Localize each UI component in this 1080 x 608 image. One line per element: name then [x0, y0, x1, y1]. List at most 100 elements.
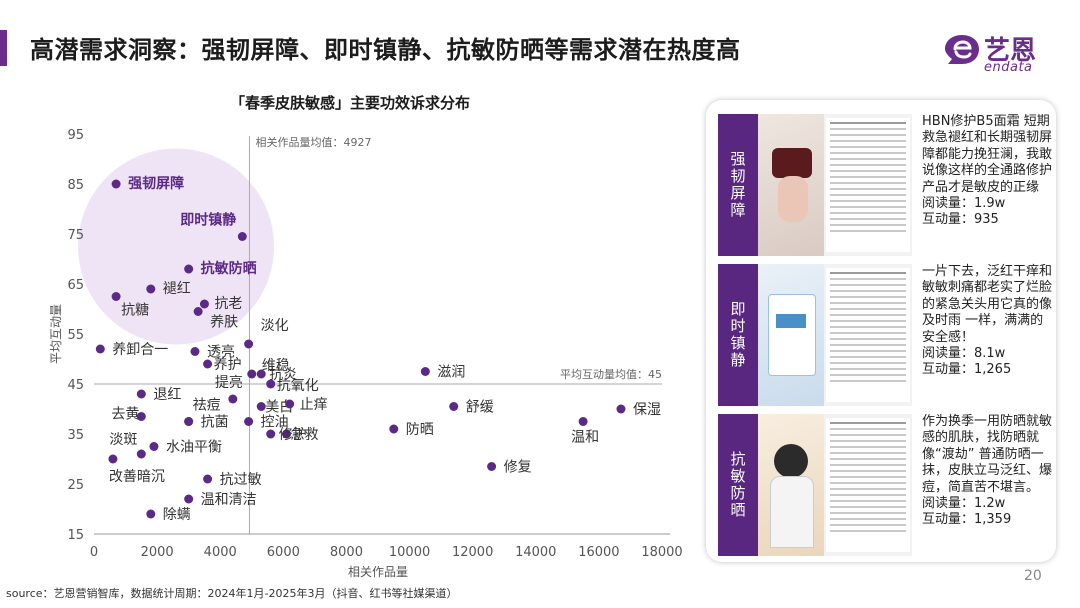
x-tick-label: 8000	[330, 545, 363, 560]
x-tick-label: 14000	[515, 545, 556, 560]
data-point-label: 保湿	[633, 402, 661, 418]
data-point	[136, 412, 146, 421]
data-point-label: 抗敏防晒	[201, 260, 257, 277]
data-point	[149, 442, 159, 451]
data-point-label: 温和	[571, 430, 599, 446]
x-tick-label: 0	[90, 545, 98, 560]
data-point-label: 抗糖	[121, 303, 149, 319]
data-point	[184, 494, 194, 504]
title-accent-bar	[0, 30, 7, 66]
data-point-label: 防晒	[406, 422, 434, 438]
source-note: source：艺恩营销智库，数据统计周期：2024年1月-2025年3月（抖音、…	[6, 587, 458, 600]
x-tick-label: 16000	[578, 545, 619, 560]
highlight-circle	[78, 148, 275, 345]
y-tick-label: 25	[67, 478, 84, 493]
data-point-label: 养肤	[210, 315, 238, 331]
data-point-label: 养护	[214, 357, 242, 373]
post-thumbnail[interactable]: 即时镇静	[718, 264, 912, 406]
category-tag: 即时镇静	[718, 264, 758, 406]
read-count: 阅读量：1.9w	[922, 196, 1006, 212]
data-point-label: 维稳	[262, 358, 290, 374]
data-point	[244, 339, 254, 349]
data-point-label: 修护	[279, 427, 307, 443]
data-point	[285, 399, 295, 409]
example-posts-panel: 强韧屏障 HBN修护B5面霜 短期救急褪红和长期强韧屏障都能力挽狂澜，我敢说像这…	[706, 100, 1056, 562]
category-tag: 强韧屏障	[718, 114, 758, 256]
logo-text-en: endata	[984, 60, 1033, 75]
data-point	[578, 417, 588, 426]
data-point	[203, 359, 213, 369]
data-point	[487, 462, 497, 471]
post-quote: 一片下去，泛红干痒和敏敏刺痛都老实了烂脸的紧急关头用它真的像及时雨 一样，满满的…	[922, 264, 1053, 345]
data-point	[244, 417, 254, 426]
example-post-row: 抗敏防晒 作为换季一用防晒就敏感的肌肤，找防晒就像“渡劫” 普通防晒一抹，皮肤立…	[718, 414, 1052, 556]
post-description: 一片下去，泛红干痒和敏敏刺痛都老实了烂脸的紧急关头用它真的像及时雨 一样，满满的…	[922, 264, 1054, 379]
data-point-label: 抗炎	[269, 367, 297, 383]
data-point-label: 抗菌	[201, 415, 229, 431]
data-point-label: 除螨	[163, 507, 191, 523]
data-point	[420, 367, 430, 376]
x-axis-label: 相关作品量	[348, 565, 408, 579]
product-photo	[758, 414, 824, 556]
data-point	[190, 347, 200, 356]
y-tick-label: 85	[67, 178, 84, 193]
x-mean-label: 相关作品量均值：4927	[255, 135, 371, 149]
data-point	[237, 232, 247, 241]
data-point	[449, 402, 459, 411]
data-point	[199, 299, 209, 309]
post-description: HBN修护B5面霜 短期救急褪红和长期强韧屏障都能力挽狂澜，我敢说像这样的全通路…	[922, 114, 1054, 229]
x-tick-label: 18000	[641, 545, 682, 560]
example-post-row: 即时镇静 一片下去，泛红干痒和敏敏刺痛都老实了烂脸的紧急关头用它真的像及时雨 一…	[718, 264, 1052, 406]
category-tag: 抗敏防晒	[718, 414, 758, 556]
data-point-label: 抗老	[214, 296, 242, 312]
data-point-label: 滋润	[437, 365, 465, 381]
post-quote: HBN修护B5面霜 短期救急褪红和长期强韧屏障都能力挽狂澜，我敢说像这样的全通路…	[922, 114, 1053, 195]
logo-text-cn: 艺恩	[984, 36, 1037, 66]
data-point-label: 急救	[290, 427, 318, 443]
data-point-label: 养卸合一	[112, 342, 168, 358]
data-point	[184, 417, 194, 426]
product-photo	[758, 114, 824, 256]
data-point-label: 抗氧化	[277, 378, 319, 394]
y-tick-label: 45	[67, 378, 84, 393]
logo-mark-icon	[945, 35, 979, 64]
y-mean-label: 平均互动量均值：45	[560, 368, 662, 381]
data-point	[389, 424, 399, 434]
data-point	[95, 344, 105, 354]
data-point-label: 褪红	[163, 281, 191, 297]
data-point	[228, 394, 238, 404]
interaction-count: 互动量：1,359	[922, 512, 1012, 528]
data-point	[111, 292, 121, 301]
post-thumbnail[interactable]: 抗敏防晒	[718, 414, 912, 556]
data-point-label: 止痒	[300, 397, 328, 413]
chart-title: 「春季皮肤敏感」主要功效诉求分布	[230, 94, 471, 112]
y-tick-label: 75	[67, 228, 84, 243]
post-text-preview	[826, 268, 910, 402]
y-tick-label: 35	[67, 428, 84, 443]
endata-logo: 艺恩 endata	[942, 30, 1052, 76]
post-text-preview	[826, 418, 910, 552]
data-point	[266, 429, 276, 439]
data-point-label: 祛痘	[193, 398, 221, 414]
read-count: 阅读量：1.2w	[922, 496, 1006, 512]
data-point	[193, 307, 203, 316]
x-tick-label: 10000	[389, 545, 430, 560]
example-post-row: 强韧屏障 HBN修护B5面霜 短期救急褪红和长期强韧屏障都能力挽狂澜，我敢说像这…	[718, 114, 1052, 256]
scatter-chart: 0 2000 4000 6000 8000 10000 12000 14000 16000 180…	[49, 128, 683, 579]
interaction-count: 互动量：935	[922, 212, 999, 228]
data-point-label: 即时镇静	[180, 212, 236, 229]
post-description: 作为换季一用防晒就敏感的肌肤，找防晒就像“渡劫” 普通防晒一抹，皮肤立马泛红、爆…	[922, 414, 1054, 529]
post-thumbnail[interactable]: 强韧屏障	[718, 114, 912, 256]
y-tick-label: 15	[67, 528, 84, 543]
data-point	[146, 509, 156, 519]
data-point	[203, 474, 213, 484]
data-point-label: 透亮	[207, 344, 235, 361]
y-axis-label: 平均互动量	[49, 304, 63, 364]
data-point	[184, 264, 194, 274]
data-point-label: 温和清洁	[201, 492, 257, 508]
y-tick-label: 55	[67, 328, 84, 343]
data-point-label: 修复	[504, 459, 532, 476]
data-point-label: 淡斑	[109, 432, 137, 448]
data-point-label: 控油	[261, 415, 289, 431]
data-point-label: 强韧屏障	[128, 175, 184, 192]
